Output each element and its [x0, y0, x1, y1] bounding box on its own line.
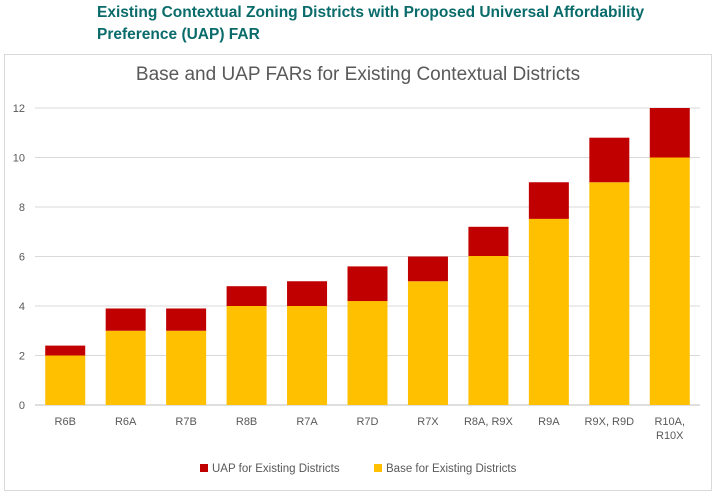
bar-uap — [347, 266, 388, 302]
x-tick-label: R6A — [115, 416, 137, 428]
bar-uap — [589, 137, 630, 183]
bar-uap — [528, 182, 569, 219]
x-tick-label: R10A, — [654, 416, 685, 428]
bar-uap — [105, 308, 146, 331]
bar-base — [226, 306, 267, 405]
bar-base — [528, 218, 569, 405]
bar-base — [166, 330, 207, 405]
bar-uap — [226, 286, 267, 306]
legend-swatch — [374, 464, 382, 472]
bar-base — [589, 182, 630, 405]
x-tick-label: R7X — [417, 416, 439, 428]
bar-base — [407, 281, 448, 405]
bar-base — [287, 306, 328, 405]
legend-swatch — [200, 464, 208, 472]
y-tick-label: 4 — [19, 301, 25, 313]
x-tick-label: R10X — [656, 430, 684, 442]
bar-uap — [649, 108, 690, 158]
x-tick-label: R9X, R9D — [585, 416, 635, 428]
x-tick-label: R8B — [236, 416, 257, 428]
legend-label: UAP for Existing Districts — [212, 463, 340, 475]
bar-base — [468, 256, 509, 405]
bar-uap — [166, 308, 207, 331]
x-tick-label: R7B — [175, 416, 196, 428]
y-tick-label: 10 — [13, 153, 25, 165]
bar-base — [105, 330, 146, 405]
x-tick-label: R8A, R9X — [464, 416, 514, 428]
legend-label: Base for Existing Districts — [386, 463, 517, 475]
x-tick-label: R6B — [55, 416, 76, 428]
bar-uap — [287, 281, 328, 306]
y-tick-label: 8 — [19, 202, 25, 214]
bar-uap — [45, 345, 86, 356]
x-tick-label: R7D — [356, 416, 378, 428]
chart-title: Base and UAP FARs for Existing Contextua… — [135, 64, 581, 85]
bar-base — [347, 301, 388, 405]
x-tick-label: R9A — [538, 416, 560, 428]
bar-uap — [407, 256, 448, 282]
y-tick-label: 0 — [19, 400, 25, 412]
bar-base — [45, 355, 86, 405]
y-tick-label: 6 — [19, 252, 25, 264]
x-tick-label: R7A — [296, 416, 318, 428]
bar-uap — [468, 226, 509, 257]
bar-base — [649, 157, 690, 405]
y-tick-label: 2 — [19, 351, 25, 363]
page-heading: Existing Contextual Zoning Districts wit… — [97, 4, 645, 43]
y-tick-label: 12 — [13, 103, 25, 115]
